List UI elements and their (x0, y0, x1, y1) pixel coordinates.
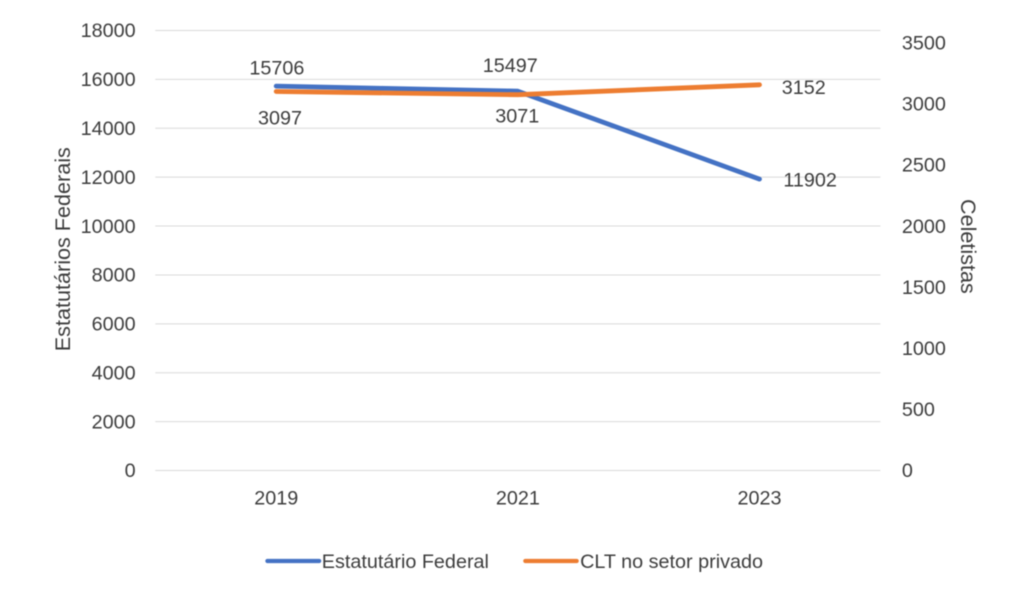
svg-text:CLT no setor privado: CLT no setor privado (580, 551, 763, 573)
svg-text:11902: 11902 (783, 170, 837, 192)
svg-text:Estatutário Federal: Estatutário Federal (322, 551, 489, 573)
svg-text:3000: 3000 (902, 94, 946, 116)
svg-text:2021: 2021 (496, 487, 540, 509)
svg-text:2023: 2023 (737, 487, 781, 509)
svg-text:2000: 2000 (902, 216, 946, 238)
svg-text:Estatutários Federais: Estatutários Federais (50, 147, 75, 351)
svg-text:12000: 12000 (81, 167, 136, 189)
svg-text:Celetistas: Celetistas (956, 199, 981, 294)
svg-text:18000: 18000 (81, 20, 136, 42)
svg-text:3500: 3500 (902, 32, 946, 54)
svg-text:8000: 8000 (92, 265, 136, 287)
svg-text:14000: 14000 (81, 118, 136, 140)
svg-text:0: 0 (125, 460, 136, 482)
svg-text:4000: 4000 (92, 362, 136, 384)
svg-text:2000: 2000 (92, 411, 136, 433)
svg-text:10000: 10000 (81, 216, 136, 238)
svg-text:2019: 2019 (254, 487, 298, 509)
svg-text:2500: 2500 (902, 155, 946, 177)
svg-text:1000: 1000 (902, 338, 946, 360)
svg-text:6000: 6000 (92, 314, 136, 336)
svg-text:0: 0 (902, 460, 913, 482)
svg-text:15706: 15706 (249, 58, 304, 80)
svg-text:3152: 3152 (782, 77, 826, 99)
svg-text:500: 500 (902, 399, 935, 421)
svg-text:1500: 1500 (902, 277, 946, 299)
svg-text:15497: 15497 (483, 55, 538, 77)
svg-text:16000: 16000 (81, 69, 136, 91)
svg-text:3097: 3097 (258, 108, 302, 130)
svg-text:3071: 3071 (495, 105, 539, 127)
